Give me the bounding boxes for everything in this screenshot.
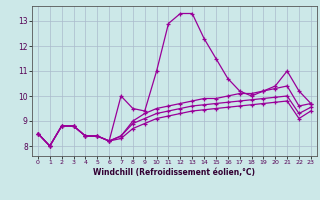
X-axis label: Windchill (Refroidissement éolien,°C): Windchill (Refroidissement éolien,°C) [93,168,255,177]
